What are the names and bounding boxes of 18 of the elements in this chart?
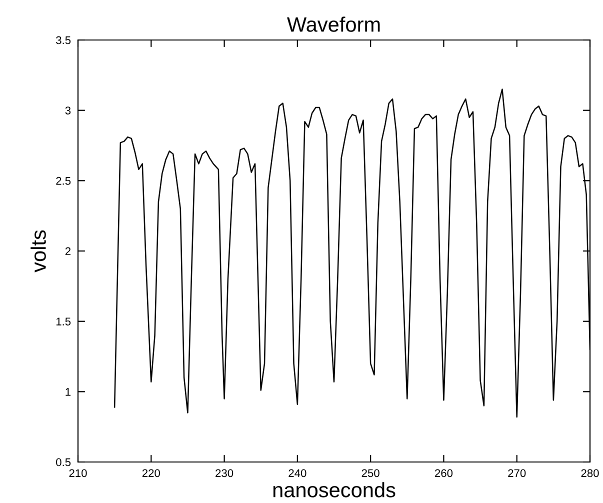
y-tick-label: 2 [65,247,70,256]
x-tick-label: 280 [581,469,599,478]
x-tick-label: 230 [216,469,234,478]
y-tick-label: 1.5 [56,318,71,326]
x-tick-label: 210 [69,469,87,478]
y-tick-label: 2.5 [56,176,71,185]
chart-title: Waveform [287,16,380,32]
y-tick-label: 3 [65,106,71,114]
y-tick-label: 1 [66,388,71,396]
y-tick-label: 0.5 [56,458,71,466]
x-tick-label: 220 [142,469,160,478]
x-tick-label: 240 [288,469,306,478]
x-tick-label: 250 [362,469,380,478]
x-axis-title: nanoseconds [273,482,396,498]
y-axis-title: volts [30,230,46,272]
y-tick-label: 3.5 [56,36,71,44]
x-tick-label: 270 [508,469,526,478]
x-tick-label: 260 [435,469,453,478]
